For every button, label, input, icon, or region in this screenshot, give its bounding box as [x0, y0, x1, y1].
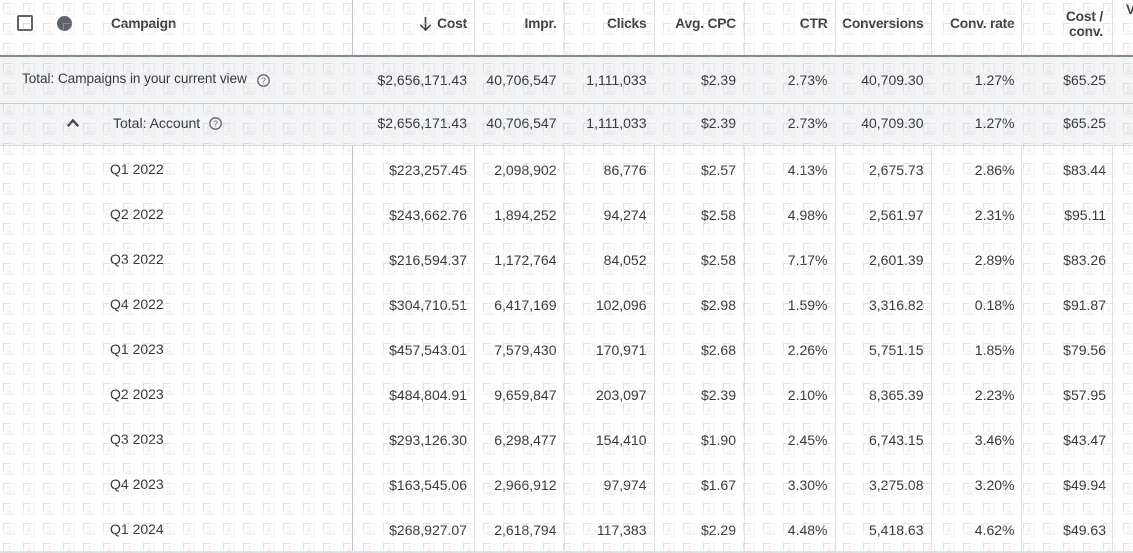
svg-text:?: ? [213, 118, 218, 128]
svg-text:?: ? [261, 75, 266, 85]
